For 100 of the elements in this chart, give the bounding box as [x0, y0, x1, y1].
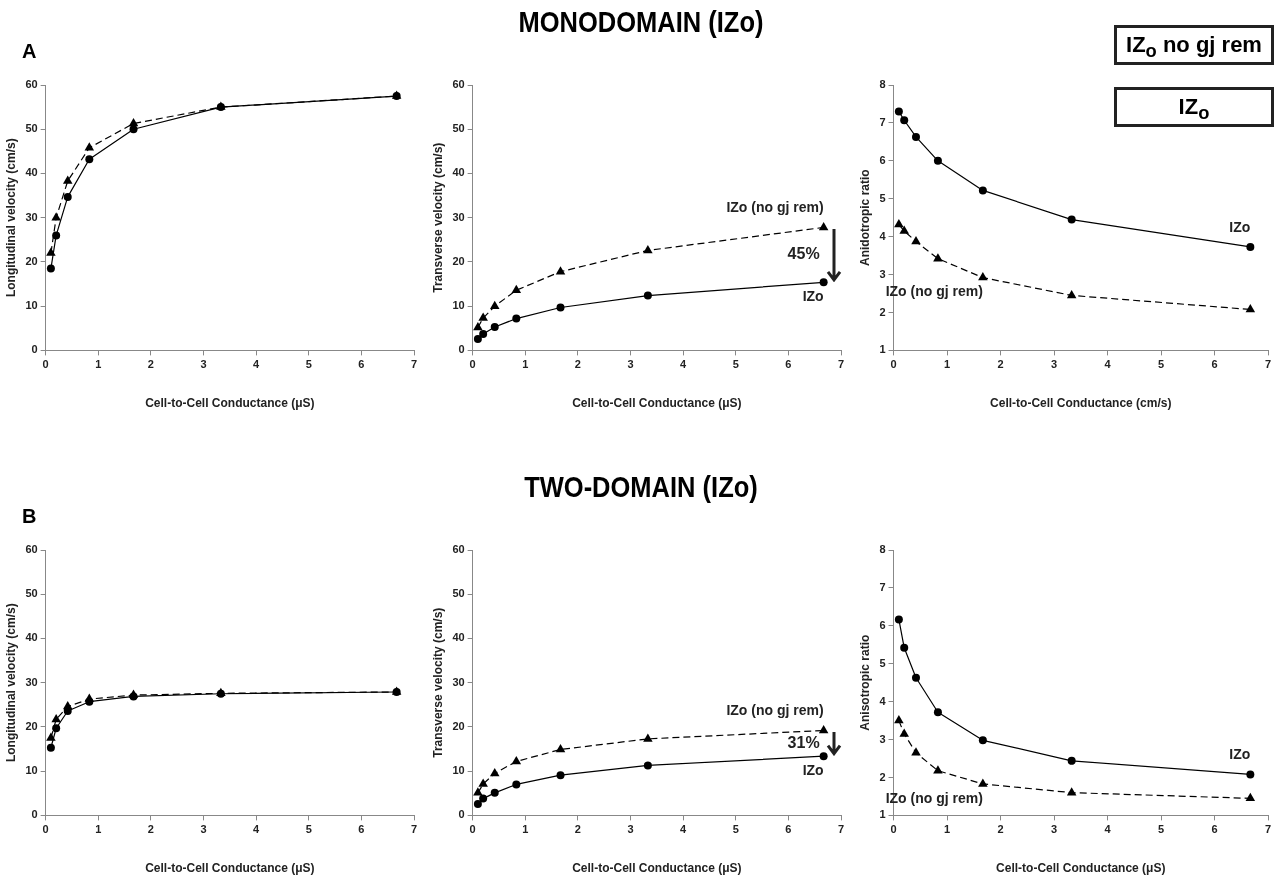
y-tick-label: 40: [452, 631, 465, 644]
annotation: 31%: [787, 733, 820, 751]
x-tick-label: 7: [1264, 358, 1272, 371]
x-axis-title: Cell-to-Cell Conductance (μS): [996, 861, 1166, 876]
y-tick-label: 20: [25, 719, 38, 732]
y-axis-title: Transverse velocity (cm/s): [430, 607, 445, 758]
y-tick-label: 60: [452, 78, 465, 91]
x-axis-title: Cell-to-Cell Conductance (μS): [145, 396, 315, 411]
x-tick-label: 6: [358, 823, 365, 836]
y-tick-label: 40: [25, 631, 38, 644]
y-tick-label: 4: [879, 229, 887, 242]
y-tick-label: 20: [452, 719, 465, 732]
x-tick-label: 1: [95, 823, 102, 836]
x-tick-label: 2: [997, 358, 1004, 371]
x-tick-label: 3: [627, 358, 634, 371]
y-tick-label: 0: [458, 808, 465, 821]
chart-title: MONODOMAIN (IZo): [517, 5, 765, 39]
series-label: IZo: [1229, 218, 1251, 235]
x-tick-label: 6: [785, 358, 792, 371]
y-tick-label: 10: [25, 299, 38, 312]
x-tick-label: 3: [1050, 358, 1058, 371]
y-tick-label: 3: [879, 732, 886, 745]
series-label: IZo: [802, 288, 824, 305]
y-tick-label: 60: [25, 78, 38, 91]
y-tick-label: 0: [31, 343, 38, 356]
x-tick-label: 4: [253, 823, 261, 836]
x-tick-label: 4: [680, 358, 688, 371]
y-tick-label: 8: [879, 543, 886, 556]
y-tick-label: 5: [879, 191, 886, 204]
x-axis-title: Cell-to-Cell Conductance (μS): [572, 396, 742, 411]
y-axis-title: Longitudinal velocity (cm/s): [3, 138, 18, 298]
y-tick-label: 30: [452, 675, 465, 688]
x-axis-title: Cell-to-Cell Conductance (μS): [572, 861, 742, 876]
y-axis-title: Longitudinal velocity (cm/s): [3, 603, 18, 763]
y-tick-label: 1: [879, 808, 886, 821]
y-tick-label: 7: [879, 115, 886, 128]
series-label: IZo (no gj rem): [726, 702, 824, 719]
y-tick-label: 40: [452, 166, 465, 179]
y-axis-title: Transverse velocity (cm/s): [430, 142, 445, 293]
x-tick-label: 7: [837, 823, 845, 836]
x-tick-label: 6: [358, 358, 365, 371]
chart-title: TWO-DOMAIN (IZo): [523, 470, 759, 504]
x-tick-label: 3: [1050, 823, 1058, 836]
y-axis-title: Anidotropic ratio: [857, 169, 872, 267]
y-tick-label: 8: [879, 78, 886, 91]
y-tick-label: 10: [25, 764, 38, 777]
y-tick-label: 40: [25, 166, 38, 179]
x-tick-label: 0: [469, 358, 476, 371]
text: B: [22, 505, 37, 528]
x-axis-title: Cell-to-Cell Conductance (μS): [145, 861, 315, 876]
x-tick-label: 2: [147, 358, 154, 371]
y-tick-label: 10: [452, 764, 465, 777]
y-tick-label: 7: [879, 580, 886, 593]
y-tick-label: 50: [25, 122, 38, 135]
x-tick-label: 2: [147, 823, 154, 836]
x-tick-label: 4: [1104, 823, 1112, 836]
cell-diagram: IZ$_{o}$: [1114, 87, 1274, 127]
y-tick-label: 50: [452, 587, 465, 600]
x-tick-label: 1: [522, 358, 529, 371]
y-tick-label: 20: [25, 254, 38, 267]
x-tick-label: 2: [997, 823, 1004, 836]
y-tick-label: 4: [879, 694, 887, 707]
x-tick-label: 5: [732, 358, 739, 371]
x-tick-label: 7: [410, 358, 418, 371]
x-tick-label: 1: [522, 823, 529, 836]
y-tick-label: 2: [879, 770, 886, 783]
x-tick-label: 7: [837, 358, 845, 371]
y-tick-label: 30: [25, 210, 38, 223]
x-tick-label: 5: [1157, 358, 1165, 371]
y-tick-label: 10: [452, 299, 465, 312]
x-tick-label: 1: [943, 358, 951, 371]
y-tick-label: 50: [452, 122, 465, 135]
x-tick-label: 5: [305, 358, 312, 371]
y-tick-label: 5: [879, 656, 886, 669]
x-tick-label: 5: [1157, 823, 1165, 836]
series-label: IZo: [802, 761, 824, 778]
y-tick-label: 0: [31, 808, 38, 821]
x-tick-label: 4: [1104, 358, 1112, 371]
x-tick-label: 6: [1211, 823, 1218, 836]
x-tick-label: 2: [574, 823, 581, 836]
x-tick-label: 0: [890, 823, 897, 836]
series-label: IZo: [1229, 746, 1251, 763]
x-tick-label: 2: [574, 358, 581, 371]
x-tick-label: 3: [200, 358, 207, 371]
y-tick-label: 20: [452, 254, 465, 267]
x-tick-label: 0: [42, 358, 49, 371]
x-tick-label: 5: [305, 823, 312, 836]
x-axis-title: Cell-to-Cell Conductance (cm/s): [990, 396, 1172, 411]
y-tick-label: 6: [879, 618, 886, 631]
x-tick-label: 4: [680, 823, 688, 836]
y-tick-label: 50: [25, 587, 38, 600]
y-tick-label: 6: [879, 153, 886, 166]
y-tick-label: 60: [452, 543, 465, 556]
y-tick-label: 3: [879, 267, 886, 280]
x-tick-label: 7: [410, 823, 418, 836]
annotation: 45%: [787, 245, 820, 263]
text: A: [22, 40, 37, 63]
x-tick-label: 3: [627, 823, 634, 836]
y-tick-label: 2: [879, 305, 886, 318]
y-tick-label: 60: [25, 543, 38, 556]
